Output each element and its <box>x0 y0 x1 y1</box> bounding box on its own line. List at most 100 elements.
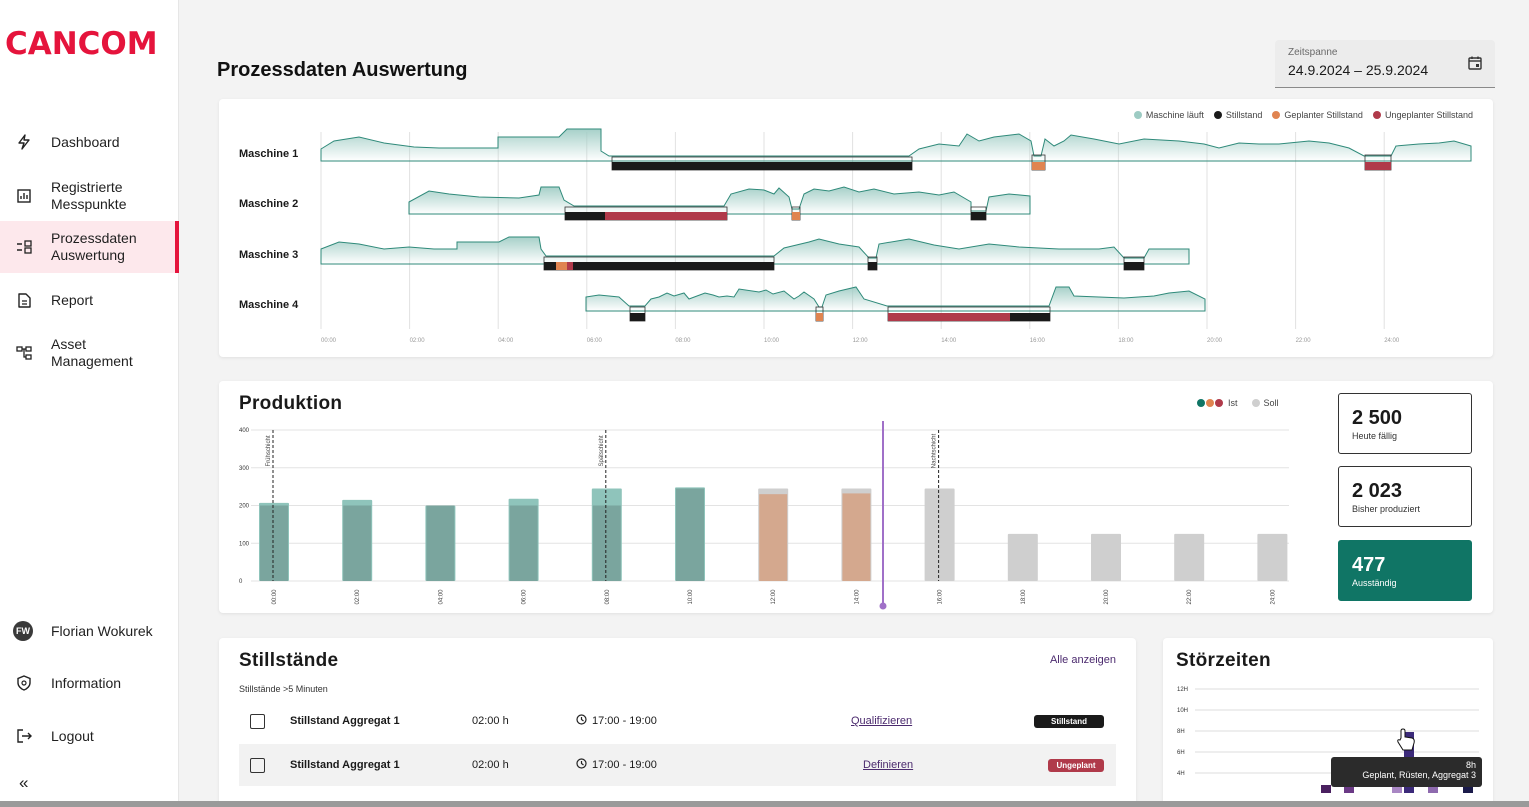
y-tick-label: 10H <box>1177 708 1188 714</box>
kpi-value: 477 <box>1352 554 1386 576</box>
timeline-tick-label: 16:00 <box>1030 338 1046 344</box>
kpi-produced: 2 023 Bisher produziert <box>1338 466 1472 527</box>
kpi-label: Bisher produziert <box>1352 504 1421 514</box>
bar-ist[interactable] <box>592 505 621 582</box>
define-link[interactable]: Definieren <box>863 759 914 771</box>
sidebar-item-label: Asset Management <box>51 336 133 370</box>
x-tick-label: 20:00 <box>1104 589 1110 605</box>
downtimes-subtitle: Stillstände >5 Minuten <box>239 684 328 694</box>
logout-icon <box>16 728 32 744</box>
qualify-link[interactable]: Qualifizieren <box>851 715 913 727</box>
calendar-icon[interactable] <box>1467 55 1483 76</box>
table-row[interactable]: Stillstand Aggregat 1 02:00 h 17:00 - 19… <box>239 700 1116 742</box>
production-chart[interactable]: 0 100 200 300 400 00:00 02:00 04:00 06:00 08:00 10… <box>219 381 1319 613</box>
kpi-due-today: 2 500 Heute fällig <box>1338 393 1472 454</box>
kpi-label: Ausständig <box>1352 578 1397 588</box>
legend-dot-stopped <box>1213 111 1222 119</box>
fault-times-title: Störzeiten <box>1176 650 1271 671</box>
bar-soll[interactable] <box>924 488 955 581</box>
bar-soll[interactable] <box>1174 533 1205 581</box>
production-legend: Ist Soll <box>1187 398 1279 408</box>
sidebar-item-messpunkte[interactable]: Registrierte Messpunkte <box>0 178 179 214</box>
sidebar-item-logout[interactable]: Logout <box>0 725 179 747</box>
y-tick-label: 200 <box>239 504 250 510</box>
date-range-picker[interactable]: Zeitspanne 24.9.2024 – 25.9.2024 <box>1275 40 1495 88</box>
y-tick-label: 300 <box>239 466 250 472</box>
label-line-1: Prozessdaten <box>51 230 137 246</box>
legend-dot-unplanned <box>1372 111 1381 119</box>
sidebar-item-prozessdaten[interactable]: Prozessdaten Auswertung <box>0 221 179 273</box>
x-tick-label: 24:00 <box>1270 589 1276 605</box>
clock-icon <box>576 758 587 772</box>
downtime-name: Stillstand Aggregat 1 <box>290 715 400 727</box>
bar-soll[interactable] <box>1257 533 1288 581</box>
sidebar-item-label: Prozessdaten Auswertung <box>51 230 137 264</box>
legend-label: Ungeplanter Stillstand <box>1384 110 1473 120</box>
timeline-tick-label: 24:00 <box>1384 338 1400 344</box>
legend-label: Geplanter Stillstand <box>1284 110 1363 120</box>
machine-label: Maschine 3 <box>239 249 299 261</box>
y-tick-label: 4H <box>1177 771 1185 777</box>
row-checkbox[interactable] <box>250 758 265 773</box>
table-row[interactable]: Stillstand Aggregat 1 02:00 h 17:00 - 19… <box>239 744 1116 786</box>
shift-label: Nachtschicht <box>932 433 938 468</box>
bar-ist[interactable] <box>676 488 704 581</box>
fault-bar[interactable] <box>1321 785 1331 793</box>
label-line-2: Management <box>51 353 133 369</box>
collapse-sidebar-button[interactable]: « <box>19 773 29 792</box>
status-badge: Ungeplant <box>1048 758 1104 772</box>
kpi-outstanding: 477 Ausständig <box>1338 540 1472 601</box>
timeline-tick-label: 14:00 <box>941 338 957 344</box>
production-card: Produktion Ist Soll 0 100 200 300 400 00:00 02… <box>219 381 1493 613</box>
tree-icon <box>16 345 32 361</box>
date-range-value: 24.9.2024 – 25.9.2024 <box>1288 62 1429 78</box>
machine-label: Maschine 2 <box>239 198 299 210</box>
status-badge: Stillstand <box>1034 714 1104 728</box>
sidebar-item-asset-management[interactable]: Asset Management <box>0 335 179 371</box>
timeline-tick-label: 02:00 <box>410 338 426 344</box>
sidebar-item-information[interactable]: Information <box>0 672 179 694</box>
bar-ist[interactable] <box>343 505 372 582</box>
label-line-1: Asset <box>51 336 87 352</box>
sidebar-item-report[interactable]: Report <box>0 289 179 311</box>
tooltip-value: 8h <box>1465 760 1476 770</box>
bar-ist[interactable] <box>426 505 455 582</box>
production-title: Produktion <box>239 393 343 414</box>
sidebar-item-label: Information <box>51 674 122 691</box>
process-icon <box>16 239 32 255</box>
window-bottom-edge <box>0 801 1529 807</box>
cancom-logo[interactable]: CANCOM <box>5 26 158 62</box>
y-tick-label: 0 <box>239 579 243 585</box>
bar-ist[interactable] <box>842 493 871 581</box>
sidebar-user[interactable]: FW Florian Wokurek <box>0 620 179 642</box>
timeline-tick-label: 20:00 <box>1207 338 1223 344</box>
timeline-tick-label: 22:00 <box>1296 338 1312 344</box>
timeline-chart[interactable]: 00:00 02:00 04:00 06:00 08:00 10:00 12:00 14:00… <box>219 99 1493 357</box>
current-time-handle[interactable] <box>879 602 887 610</box>
x-tick-label: 18:00 <box>1021 589 1027 605</box>
bar-ist[interactable] <box>509 505 538 582</box>
shift-label: Spätschicht <box>599 435 605 466</box>
bolt-icon <box>16 134 32 150</box>
downtime-duration: 02:00 h <box>472 759 509 771</box>
x-tick-label: 14:00 <box>854 589 860 605</box>
downtime-duration: 02:00 h <box>472 715 509 727</box>
x-tick-label: 22:00 <box>1187 589 1193 605</box>
y-tick-label: 400 <box>239 428 250 434</box>
y-tick-label: 6H <box>1177 750 1185 756</box>
bar-ist[interactable] <box>759 494 788 581</box>
downtime-name: Stillstand Aggregat 1 <box>290 759 400 771</box>
bar-ist[interactable] <box>260 505 288 582</box>
date-range-label: Zeitspanne <box>1288 47 1338 58</box>
sidebar: CANCOM Dashboard Registrierte Messpunkte … <box>0 0 179 807</box>
show-all-link[interactable]: Alle anzeigen <box>1049 654 1116 666</box>
legend-dot-running <box>1133 111 1142 119</box>
sidebar-item-dashboard[interactable]: Dashboard <box>0 131 179 153</box>
machine-label: Maschine 4 <box>239 299 299 311</box>
bar-soll[interactable] <box>1007 533 1038 581</box>
x-tick-label: 08:00 <box>605 589 611 605</box>
bar-soll[interactable] <box>1091 533 1121 581</box>
timeline-tick-label: 06:00 <box>587 338 603 344</box>
row-checkbox[interactable] <box>250 714 265 729</box>
fault-tooltip: 8h Geplant, Rüsten, Aggregat 3 <box>1331 757 1482 787</box>
